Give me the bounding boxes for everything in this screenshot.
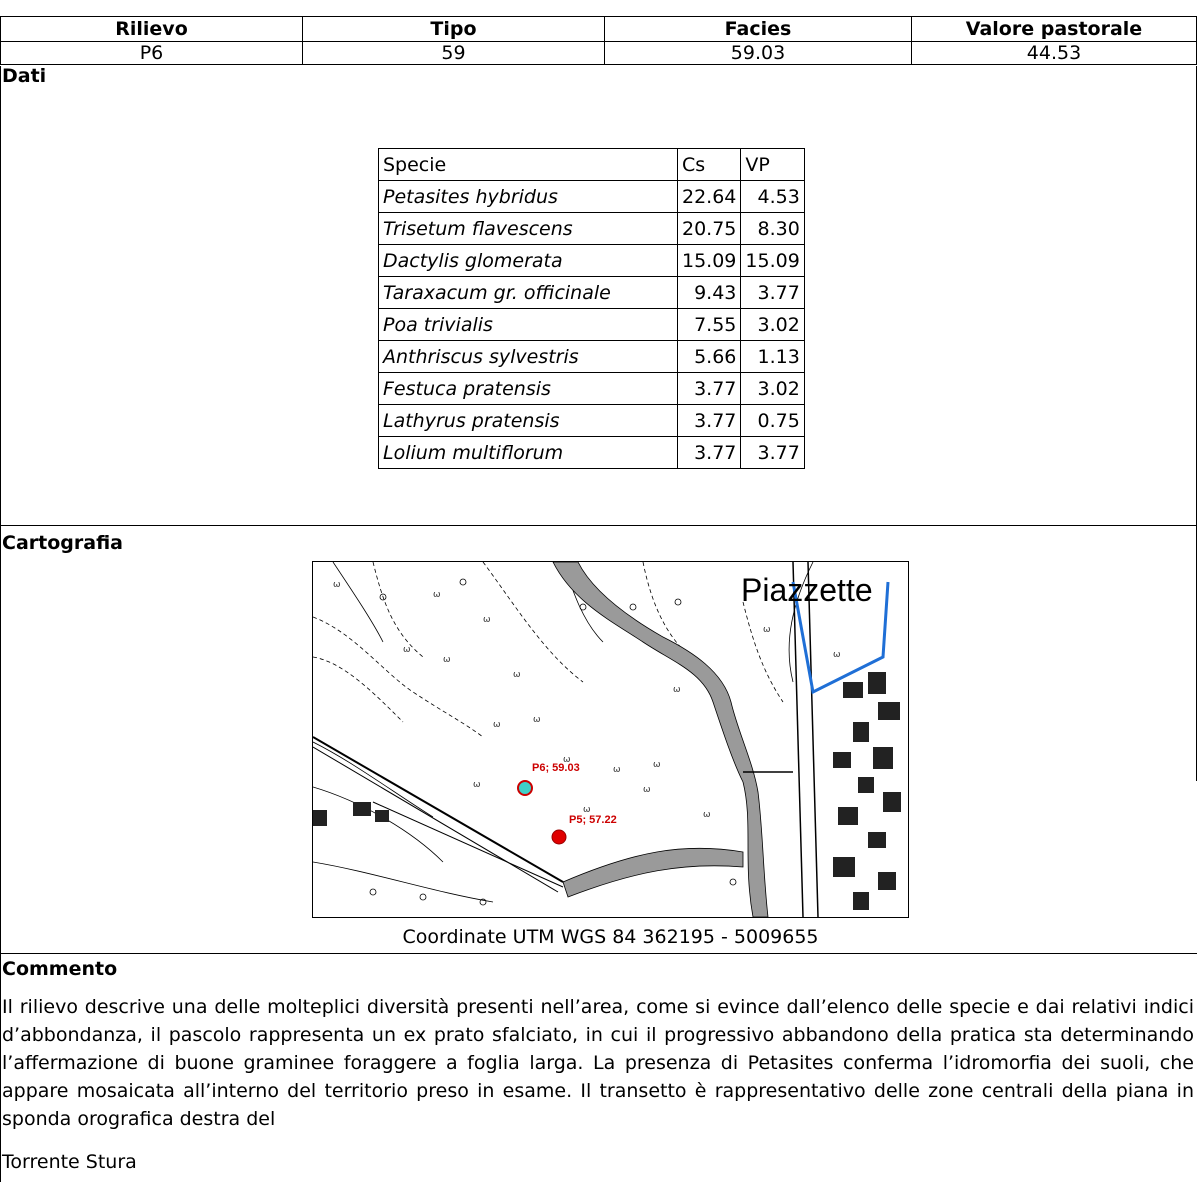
p6-point-marker <box>517 780 533 796</box>
table-row: Anthriscus sylvestris 5.66 1.13 <box>378 340 805 373</box>
svg-text:ѡ: ѡ <box>493 720 501 730</box>
species-header: Specie <box>378 148 678 181</box>
col-valore-header: Valore pastorale <box>911 16 1197 42</box>
species-name: Lolium multiflorum <box>378 436 678 469</box>
svg-text:ѡ: ѡ <box>333 580 341 590</box>
species-name: Anthriscus sylvestris <box>378 340 678 373</box>
svg-text:ѡ: ѡ <box>583 805 591 815</box>
cs-value: 3.77 <box>676 436 742 469</box>
summary-table: Rilievo Tipo Facies Valore pastorale P6 … <box>0 16 1197 65</box>
col-tipo-header: Tipo <box>302 16 605 42</box>
svg-text:ѡ: ѡ <box>643 785 651 795</box>
valore-value: 44.53 <box>911 41 1197 65</box>
comment-last-line: Torrente Stura <box>2 1151 137 1173</box>
cs-value: 3.77 <box>676 404 742 437</box>
svg-text:ѡ: ѡ <box>483 615 491 625</box>
vp-value: 8.30 <box>740 212 805 245</box>
table-row: Poa trivialis 7.55 3.02 <box>378 308 805 341</box>
table-row: Taraxacum gr. officinale 9.43 3.77 <box>378 276 805 309</box>
section-divider <box>0 953 1197 954</box>
comment-text: Il rilievo descrive una delle molteplici… <box>2 996 1194 1130</box>
map-image: ѡ ѡ ѡ ѡ ѡ ѡ ѡ ѡ ѡ ѡ ѡ ѡ ѡ ѡ ѡ ѡ ѡ ѡ Piazzette P6; 59… <box>312 561 909 918</box>
vp-value: 0.75 <box>740 404 805 437</box>
vp-value: 15.09 <box>740 244 805 277</box>
map-place-label: Piazzette <box>741 572 873 608</box>
vp-value: 1.13 <box>740 340 805 373</box>
species-name: Festuca pratensis <box>378 372 678 405</box>
section-cartografia: Cartografia <box>2 532 123 554</box>
species-header-row: Specie Cs VP <box>378 148 805 181</box>
cs-value: 15.09 <box>676 244 742 277</box>
species-name: Poa trivialis <box>378 308 678 341</box>
svg-text:ѡ: ѡ <box>763 625 771 635</box>
cs-header: Cs <box>676 148 742 181</box>
svg-text:ѡ: ѡ <box>433 590 441 600</box>
table-row: Trisetum flavescens 20.75 8.30 <box>378 212 805 245</box>
svg-text:ѡ: ѡ <box>673 685 681 695</box>
cs-value: 22.64 <box>676 180 742 213</box>
col-rilievo-header: Rilievo <box>0 16 303 42</box>
vp-value: 3.02 <box>740 372 805 405</box>
vp-value: 3.77 <box>740 276 805 309</box>
svg-text:ѡ: ѡ <box>563 755 571 765</box>
section-dati: Dati <box>2 65 47 87</box>
svg-text:ѡ: ѡ <box>653 760 661 770</box>
species-name: Trisetum flavescens <box>378 212 678 245</box>
cs-value: 5.66 <box>676 340 742 373</box>
coordinates-caption: Coordinate UTM WGS 84 362195 - 5009655 <box>402 926 819 948</box>
table-row: Dactylis glomerata 15.09 15.09 <box>378 244 805 277</box>
svg-text:ѡ: ѡ <box>613 765 621 775</box>
section-divider <box>0 525 1197 526</box>
p5-label: P5; 57.22 <box>569 814 617 826</box>
species-name: Lathyrus pratensis <box>378 404 678 437</box>
col-facies-header: Facies <box>604 16 912 42</box>
species-name: Dactylis glomerata <box>378 244 678 277</box>
rilievo-value: P6 <box>0 41 303 65</box>
cs-value: 7.55 <box>676 308 742 341</box>
species-table: Specie Cs VP Petasites hybridus 22.64 4.53… <box>378 148 805 469</box>
table-row: Festuca pratensis 3.77 3.02 <box>378 372 805 405</box>
p6-label: P6; 59.03 <box>532 762 580 774</box>
species-name: Taraxacum gr. officinale <box>378 276 678 309</box>
vp-value: 3.02 <box>740 308 805 341</box>
table-row: Petasites hybridus 22.64 4.53 <box>378 180 805 213</box>
tipo-value: 59 <box>302 41 605 65</box>
cs-value: 20.75 <box>676 212 742 245</box>
table-row: Lathyrus pratensis 3.77 0.75 <box>378 404 805 437</box>
cs-value: 3.77 <box>676 372 742 405</box>
section-commento: Commento <box>2 958 118 980</box>
svg-text:ѡ: ѡ <box>833 650 841 660</box>
svg-text:ѡ: ѡ <box>473 780 481 790</box>
vp-value: 3.77 <box>740 436 805 469</box>
svg-text:ѡ: ѡ <box>703 810 711 820</box>
facies-value: 59.03 <box>604 41 912 65</box>
svg-text:ѡ: ѡ <box>403 645 411 655</box>
svg-text:ѡ: ѡ <box>533 715 541 725</box>
svg-text:ѡ: ѡ <box>513 670 521 680</box>
cs-value: 9.43 <box>676 276 742 309</box>
p5-point-marker <box>551 829 567 845</box>
svg-text:ѡ: ѡ <box>443 655 451 665</box>
vp-value: 4.53 <box>740 180 805 213</box>
vp-header: VP <box>740 148 805 181</box>
table-row: Lolium multiflorum 3.77 3.77 <box>378 436 805 469</box>
species-name: Petasites hybridus <box>378 180 678 213</box>
